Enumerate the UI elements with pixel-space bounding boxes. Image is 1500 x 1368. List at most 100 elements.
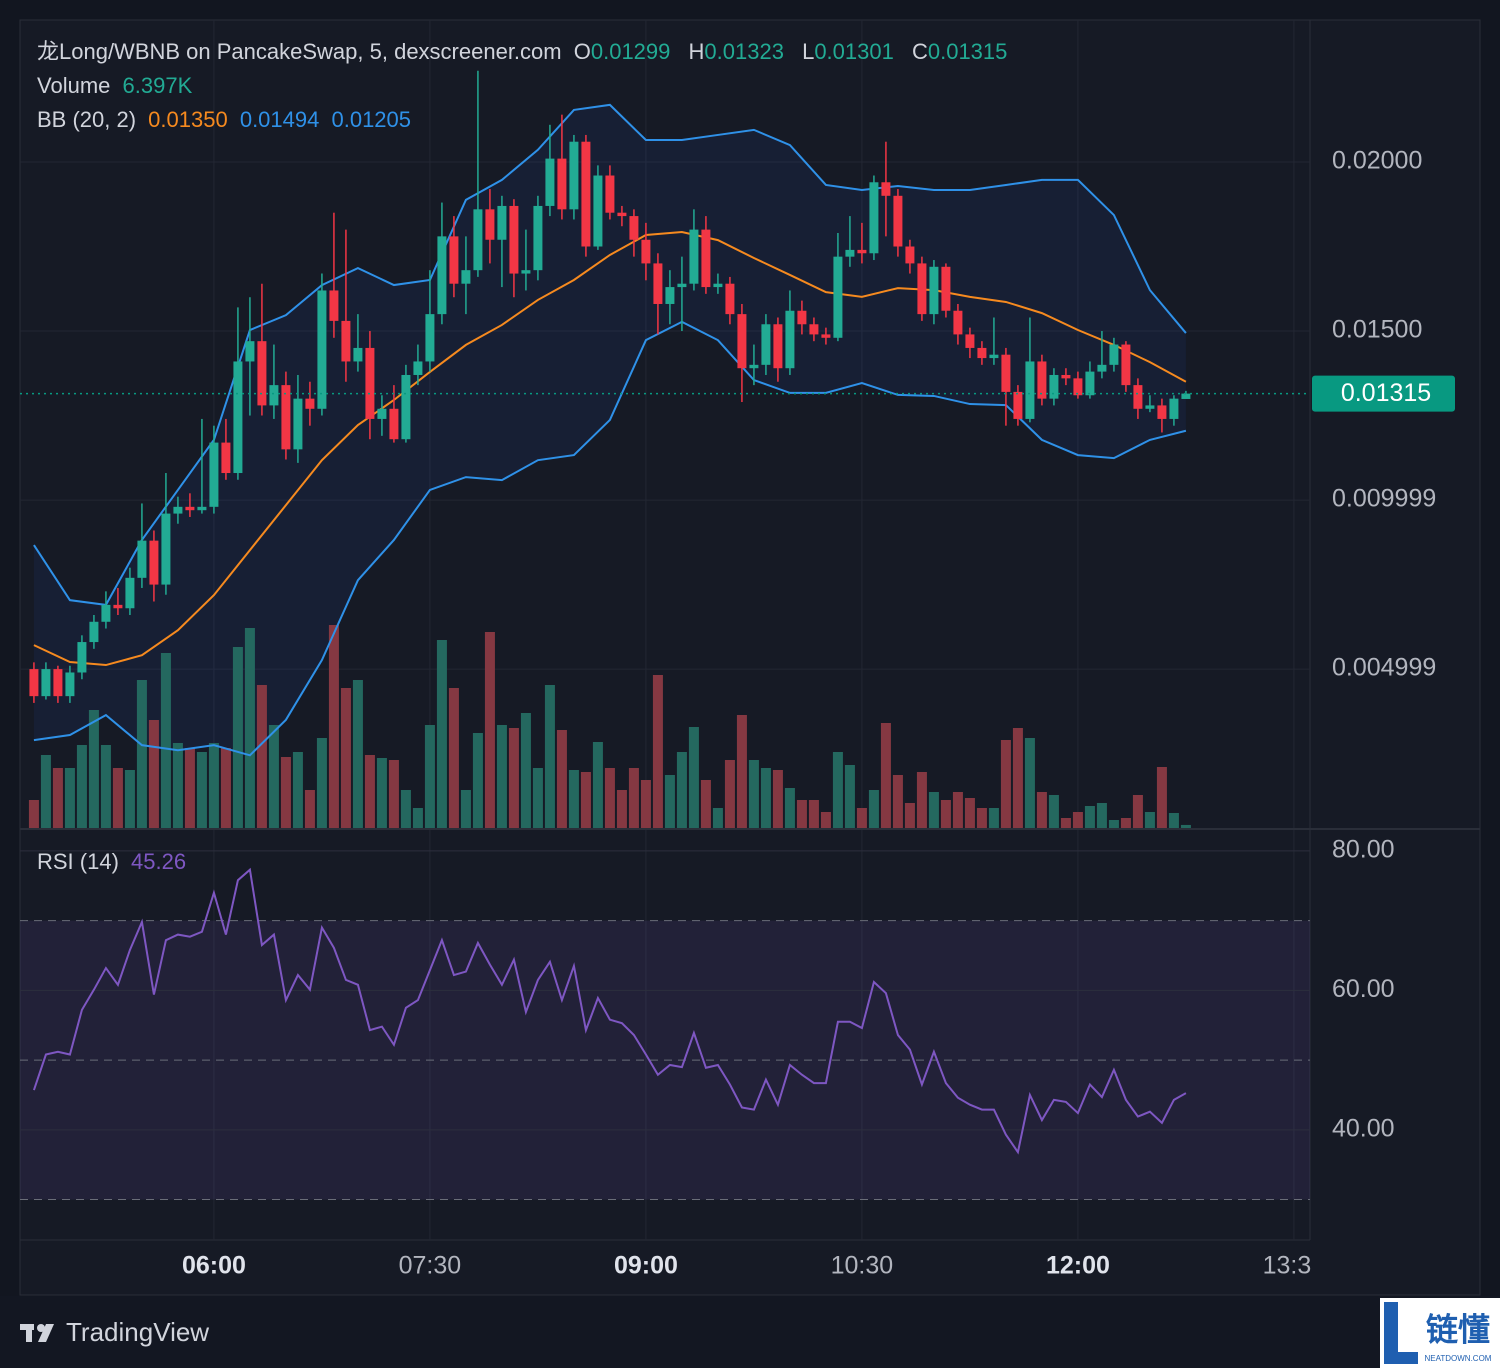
candle-body (437, 236, 447, 315)
candle-body (365, 347, 375, 419)
volume-bar (244, 628, 255, 828)
rsi-tick-label: 80.00 (1332, 836, 1395, 864)
candle-body (425, 314, 435, 362)
candle-body (701, 229, 711, 288)
rsi-name: RSI (14) (37, 849, 119, 874)
candle-body (905, 246, 915, 264)
volume-bar (160, 653, 171, 828)
volume-bar (124, 770, 135, 828)
candle-body (173, 506, 183, 514)
volume-bar (292, 752, 303, 828)
volume-bar (184, 748, 195, 828)
volume-bar (220, 748, 231, 828)
volume-bar (352, 680, 363, 828)
candle-body (917, 263, 927, 315)
rsi-pane (20, 850, 1310, 1201)
chart-frame (19, 19, 1481, 1296)
y-tick-label: 0.004999 (1332, 654, 1436, 682)
volume-bar (136, 680, 147, 828)
volume-bar (424, 725, 435, 828)
candle-body (557, 158, 567, 210)
candle-body (617, 212, 627, 217)
candle-body (149, 540, 159, 585)
candle-body (845, 249, 855, 257)
volume-bar (880, 723, 891, 828)
volume-bar (520, 713, 531, 828)
ohlc-key: L (802, 39, 815, 64)
volume-bar (496, 725, 507, 828)
candle-body (1181, 393, 1191, 399)
candle-body (869, 182, 879, 254)
candle-body (389, 408, 399, 440)
candle-body (1013, 391, 1023, 419)
x-tick-label: 13:30 (1263, 1252, 1326, 1280)
volume-bar (400, 790, 411, 828)
candle-body (209, 442, 219, 507)
price-pane (20, 70, 1310, 828)
volume-bar (436, 640, 447, 828)
volume-bar (748, 760, 759, 828)
candle-body (137, 540, 147, 578)
candle-body (509, 205, 519, 274)
candle-body (53, 669, 63, 697)
x-tick-label: 07:30 (399, 1252, 462, 1280)
candle-body (629, 216, 639, 240)
volume-bar (1084, 806, 1095, 828)
candle-body (65, 672, 75, 697)
volume-bar (952, 792, 963, 828)
candle-body (353, 347, 363, 362)
volume-bar (328, 625, 339, 828)
candle-body (377, 408, 387, 419)
volume-bar (508, 728, 519, 828)
x-tick-label: 06:00 (182, 1252, 246, 1280)
volume-bar (268, 725, 279, 828)
volume-bar (28, 800, 39, 828)
volume-bar (724, 760, 735, 828)
candle-body (641, 239, 651, 264)
volume-bar (448, 688, 459, 828)
candle-body (593, 175, 603, 247)
legend-bb: BB (20, 2) 0.01350 0.01494 0.01205 (37, 105, 417, 135)
candle-body (989, 354, 999, 359)
volume-bar (88, 710, 99, 828)
candle-body (413, 361, 423, 375)
volume-bar (664, 775, 675, 828)
volume-bar (976, 808, 987, 828)
y-tick-label: 0.01500 (1332, 316, 1422, 344)
volume-bar (916, 772, 927, 828)
volume-bar (472, 733, 483, 828)
candle-body (569, 141, 579, 210)
candle-body (89, 621, 99, 643)
candle-body (653, 263, 663, 304)
candle-body (185, 506, 195, 511)
volume-bar (676, 752, 687, 828)
candle-body (809, 324, 819, 335)
volume-bar (760, 768, 771, 828)
volume-bar (616, 790, 627, 828)
volume-bar (100, 745, 111, 828)
candle-body (293, 398, 303, 450)
candle-body (497, 205, 507, 240)
volume-bar (700, 780, 711, 828)
volume-bar (544, 685, 555, 828)
volume-bar (940, 800, 951, 828)
watermark-logo (1384, 1302, 1418, 1364)
candle-body (1109, 344, 1119, 365)
candle-body (1145, 405, 1155, 409)
volume-bar (376, 758, 387, 828)
volume-bar (928, 792, 939, 828)
candle-body (281, 385, 291, 450)
candle-body (893, 195, 903, 247)
candle-body (689, 229, 699, 284)
volume-bar (580, 772, 591, 828)
volume-bar (592, 742, 603, 828)
volume-bar (76, 745, 87, 828)
volume-bar (64, 768, 75, 828)
x-tick-label: 10:30 (831, 1252, 894, 1280)
candle-body (929, 266, 939, 315)
candle-body (773, 324, 783, 369)
candle-body (881, 182, 891, 196)
volume-bar (340, 688, 351, 828)
